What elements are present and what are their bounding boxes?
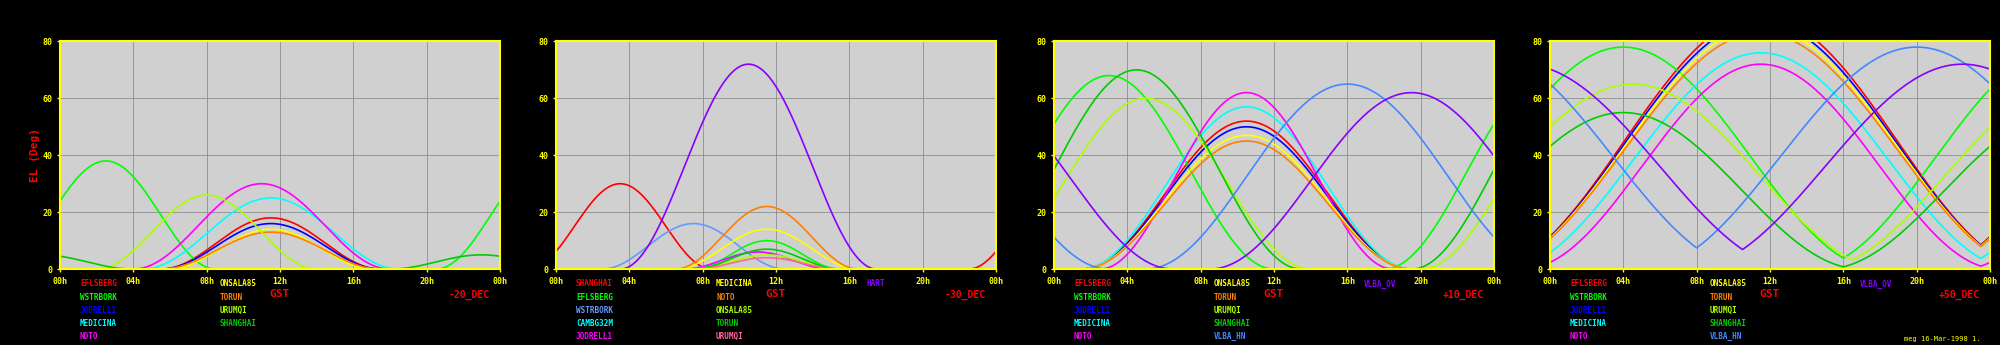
Text: CAMBG32M: CAMBG32M	[576, 319, 614, 328]
Text: NOTO: NOTO	[1074, 332, 1092, 341]
Text: NOTO: NOTO	[1570, 332, 1588, 341]
Text: SHANGHAI: SHANGHAI	[1710, 319, 1748, 328]
Text: VLBA_OV: VLBA_OV	[1364, 279, 1396, 288]
Text: VLBA_HN: VLBA_HN	[1214, 332, 1246, 341]
X-axis label: GST: GST	[270, 288, 290, 298]
Text: MEDICINA: MEDICINA	[1074, 319, 1112, 328]
Y-axis label: EL (Deg): EL (Deg)	[30, 128, 40, 182]
Text: MEDICINA: MEDICINA	[1570, 319, 1608, 328]
Text: HART: HART	[866, 279, 884, 288]
Text: +50_DEC: +50_DEC	[1938, 290, 1980, 300]
Text: VLBA_OV: VLBA_OV	[1860, 279, 1892, 288]
Text: MEDICINA: MEDICINA	[80, 319, 116, 328]
Text: EFLSBERG: EFLSBERG	[80, 279, 116, 288]
Text: URUMQI: URUMQI	[716, 332, 744, 341]
X-axis label: GST: GST	[1264, 288, 1284, 298]
Text: SHANGHAI: SHANGHAI	[576, 279, 614, 288]
Text: SHANGHAI: SHANGHAI	[220, 319, 256, 328]
Text: VLBA_HN: VLBA_HN	[1710, 332, 1742, 341]
Text: WSTRBORK: WSTRBORK	[1074, 293, 1112, 302]
Text: URUMQI: URUMQI	[220, 306, 248, 315]
Text: +10_DEC: +10_DEC	[1442, 290, 1484, 300]
Text: EFLSBERG: EFLSBERG	[1074, 279, 1112, 288]
Text: ONSALA85: ONSALA85	[716, 306, 754, 315]
Text: URUMQI: URUMQI	[1214, 306, 1242, 315]
Text: JODRELL1: JODRELL1	[1570, 306, 1608, 315]
Text: JODRELL1: JODRELL1	[576, 332, 614, 341]
Text: MEDICINA: MEDICINA	[716, 279, 754, 288]
X-axis label: GST: GST	[766, 288, 786, 298]
Text: WSTRBORK: WSTRBORK	[80, 293, 116, 302]
Text: TORUN: TORUN	[220, 293, 244, 302]
Text: SHANGHAI: SHANGHAI	[1214, 319, 1252, 328]
Text: -20_DEC: -20_DEC	[448, 290, 490, 300]
Text: EFLSBERG: EFLSBERG	[1570, 279, 1608, 288]
Text: WSTRBORK: WSTRBORK	[576, 306, 614, 315]
Text: NOTO: NOTO	[80, 332, 98, 341]
Text: URUMQI: URUMQI	[1710, 306, 1738, 315]
X-axis label: GST: GST	[1760, 288, 1780, 298]
Text: TORUN: TORUN	[1214, 293, 1238, 302]
Text: TORUN: TORUN	[1710, 293, 1734, 302]
Text: JODRELL1: JODRELL1	[80, 306, 116, 315]
Text: NOTO: NOTO	[716, 293, 734, 302]
Text: -30_DEC: -30_DEC	[944, 290, 986, 300]
Text: ONSALA85: ONSALA85	[1214, 279, 1252, 288]
Text: EFLSBERG: EFLSBERG	[576, 293, 614, 302]
Text: ONSALA85: ONSALA85	[1710, 279, 1748, 288]
Text: JODRELL1: JODRELL1	[1074, 306, 1112, 315]
Text: ONSALA85: ONSALA85	[220, 279, 256, 288]
Text: meg 16-Mar-1998 1.: meg 16-Mar-1998 1.	[1904, 336, 1980, 342]
Text: WSTRBORK: WSTRBORK	[1570, 293, 1608, 302]
Text: TORUN: TORUN	[716, 319, 740, 328]
